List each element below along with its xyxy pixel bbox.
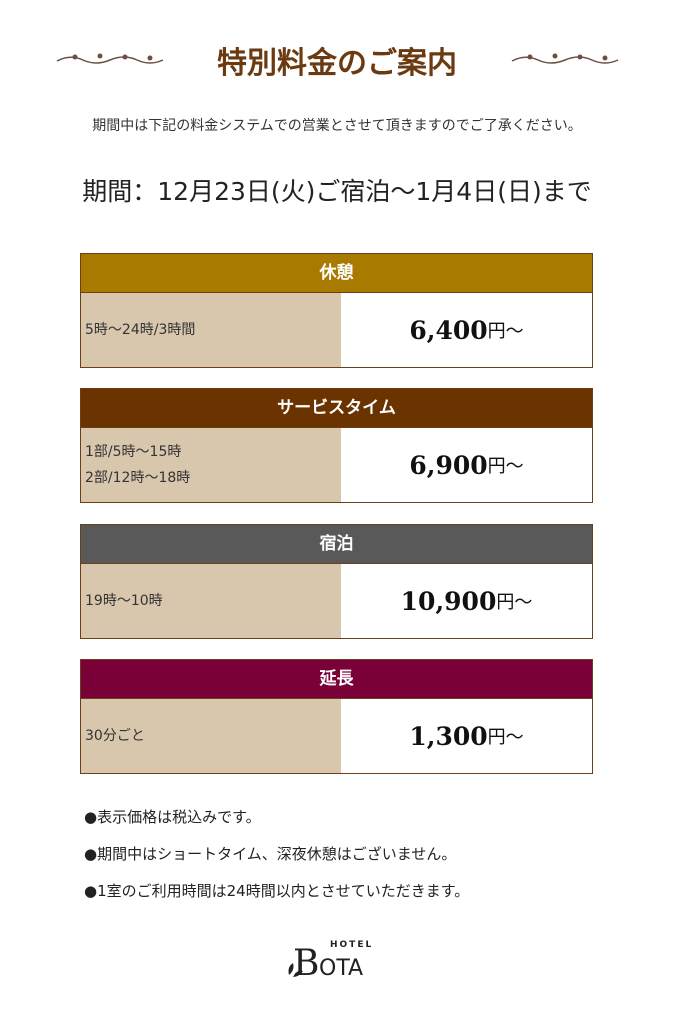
price-value: 6,400 — [409, 315, 488, 345]
price-value: 1,300 — [409, 721, 488, 751]
plan-times: 19時～10時 — [81, 564, 341, 638]
plan-time: 1部/5時～15時 — [85, 444, 182, 460]
page-title: 特別料金のご案内 — [217, 46, 457, 81]
plan-time: 2部/12時～18時 — [85, 470, 191, 486]
plan-price: 1,300 円～ — [341, 699, 592, 773]
plan-times: 5時～24時/3時間 — [81, 293, 341, 367]
plan-price: 10,900 円～ — [341, 564, 592, 638]
svg-text:B: B — [293, 943, 319, 980]
vine-ornament-right-icon — [511, 53, 619, 64]
price-suffix: 円～ — [487, 456, 524, 477]
period-text: 期間：12月23日(火)ご宿泊～1月4日(日)まで — [82, 177, 592, 206]
plan-time: 5時～24時/3時間 — [85, 322, 196, 338]
plan-time: 30分ごと — [85, 728, 145, 744]
plan-time: 19時～10時 — [85, 593, 163, 609]
price-value: 10,900 — [400, 586, 497, 616]
plan-times: 1部/5時～15時 2部/12時～18時 — [81, 428, 341, 502]
note: ●1室のご利用時間は24時間以内とさせていただきます。 — [84, 882, 470, 900]
price-box: 延長 30分ごと 1,300 円～ — [80, 659, 593, 774]
price-box: 休憩 5時～24時/3時間 6,400 円～ — [80, 253, 593, 368]
price-box: サービスタイム 1部/5時～15時 2部/12時～18時 6,900 円～ — [80, 388, 593, 503]
price-suffix: 円～ — [487, 727, 524, 748]
plan-name: 延長 — [81, 660, 592, 699]
vine-ornament-left-icon — [56, 53, 164, 64]
plan-name: サービスタイム — [81, 389, 592, 428]
svg-text:OTA: OTA — [319, 956, 363, 980]
svg-text:HOTEL: HOTEL — [330, 940, 373, 950]
price-suffix: 円～ — [496, 592, 533, 613]
hotel-bota-logo: HOTEL B OTA — [285, 935, 395, 984]
plan-name: 休憩 — [81, 254, 592, 293]
plan-price: 6,400 円～ — [341, 293, 592, 367]
note: ●表示価格は税込みです。 — [84, 808, 261, 826]
plan-times: 30分ごと — [81, 699, 341, 773]
price-box: 宿泊 19時～10時 10,900 円～ — [80, 524, 593, 639]
price-suffix: 円～ — [487, 321, 524, 342]
notes: ●表示価格は税込みです。 ●期間中はショートタイム、深夜休憩はございません。 ●… — [84, 806, 469, 917]
price-value: 6,900 — [409, 450, 488, 480]
intro-text: 期間中は下記の料金システムでの営業とさせて頂きますのでご了承ください。 — [92, 118, 582, 134]
note: ●期間中はショートタイム、深夜休憩はございません。 — [84, 845, 457, 863]
plan-name: 宿泊 — [81, 525, 592, 564]
plan-price: 6,900 円～ — [341, 428, 592, 502]
